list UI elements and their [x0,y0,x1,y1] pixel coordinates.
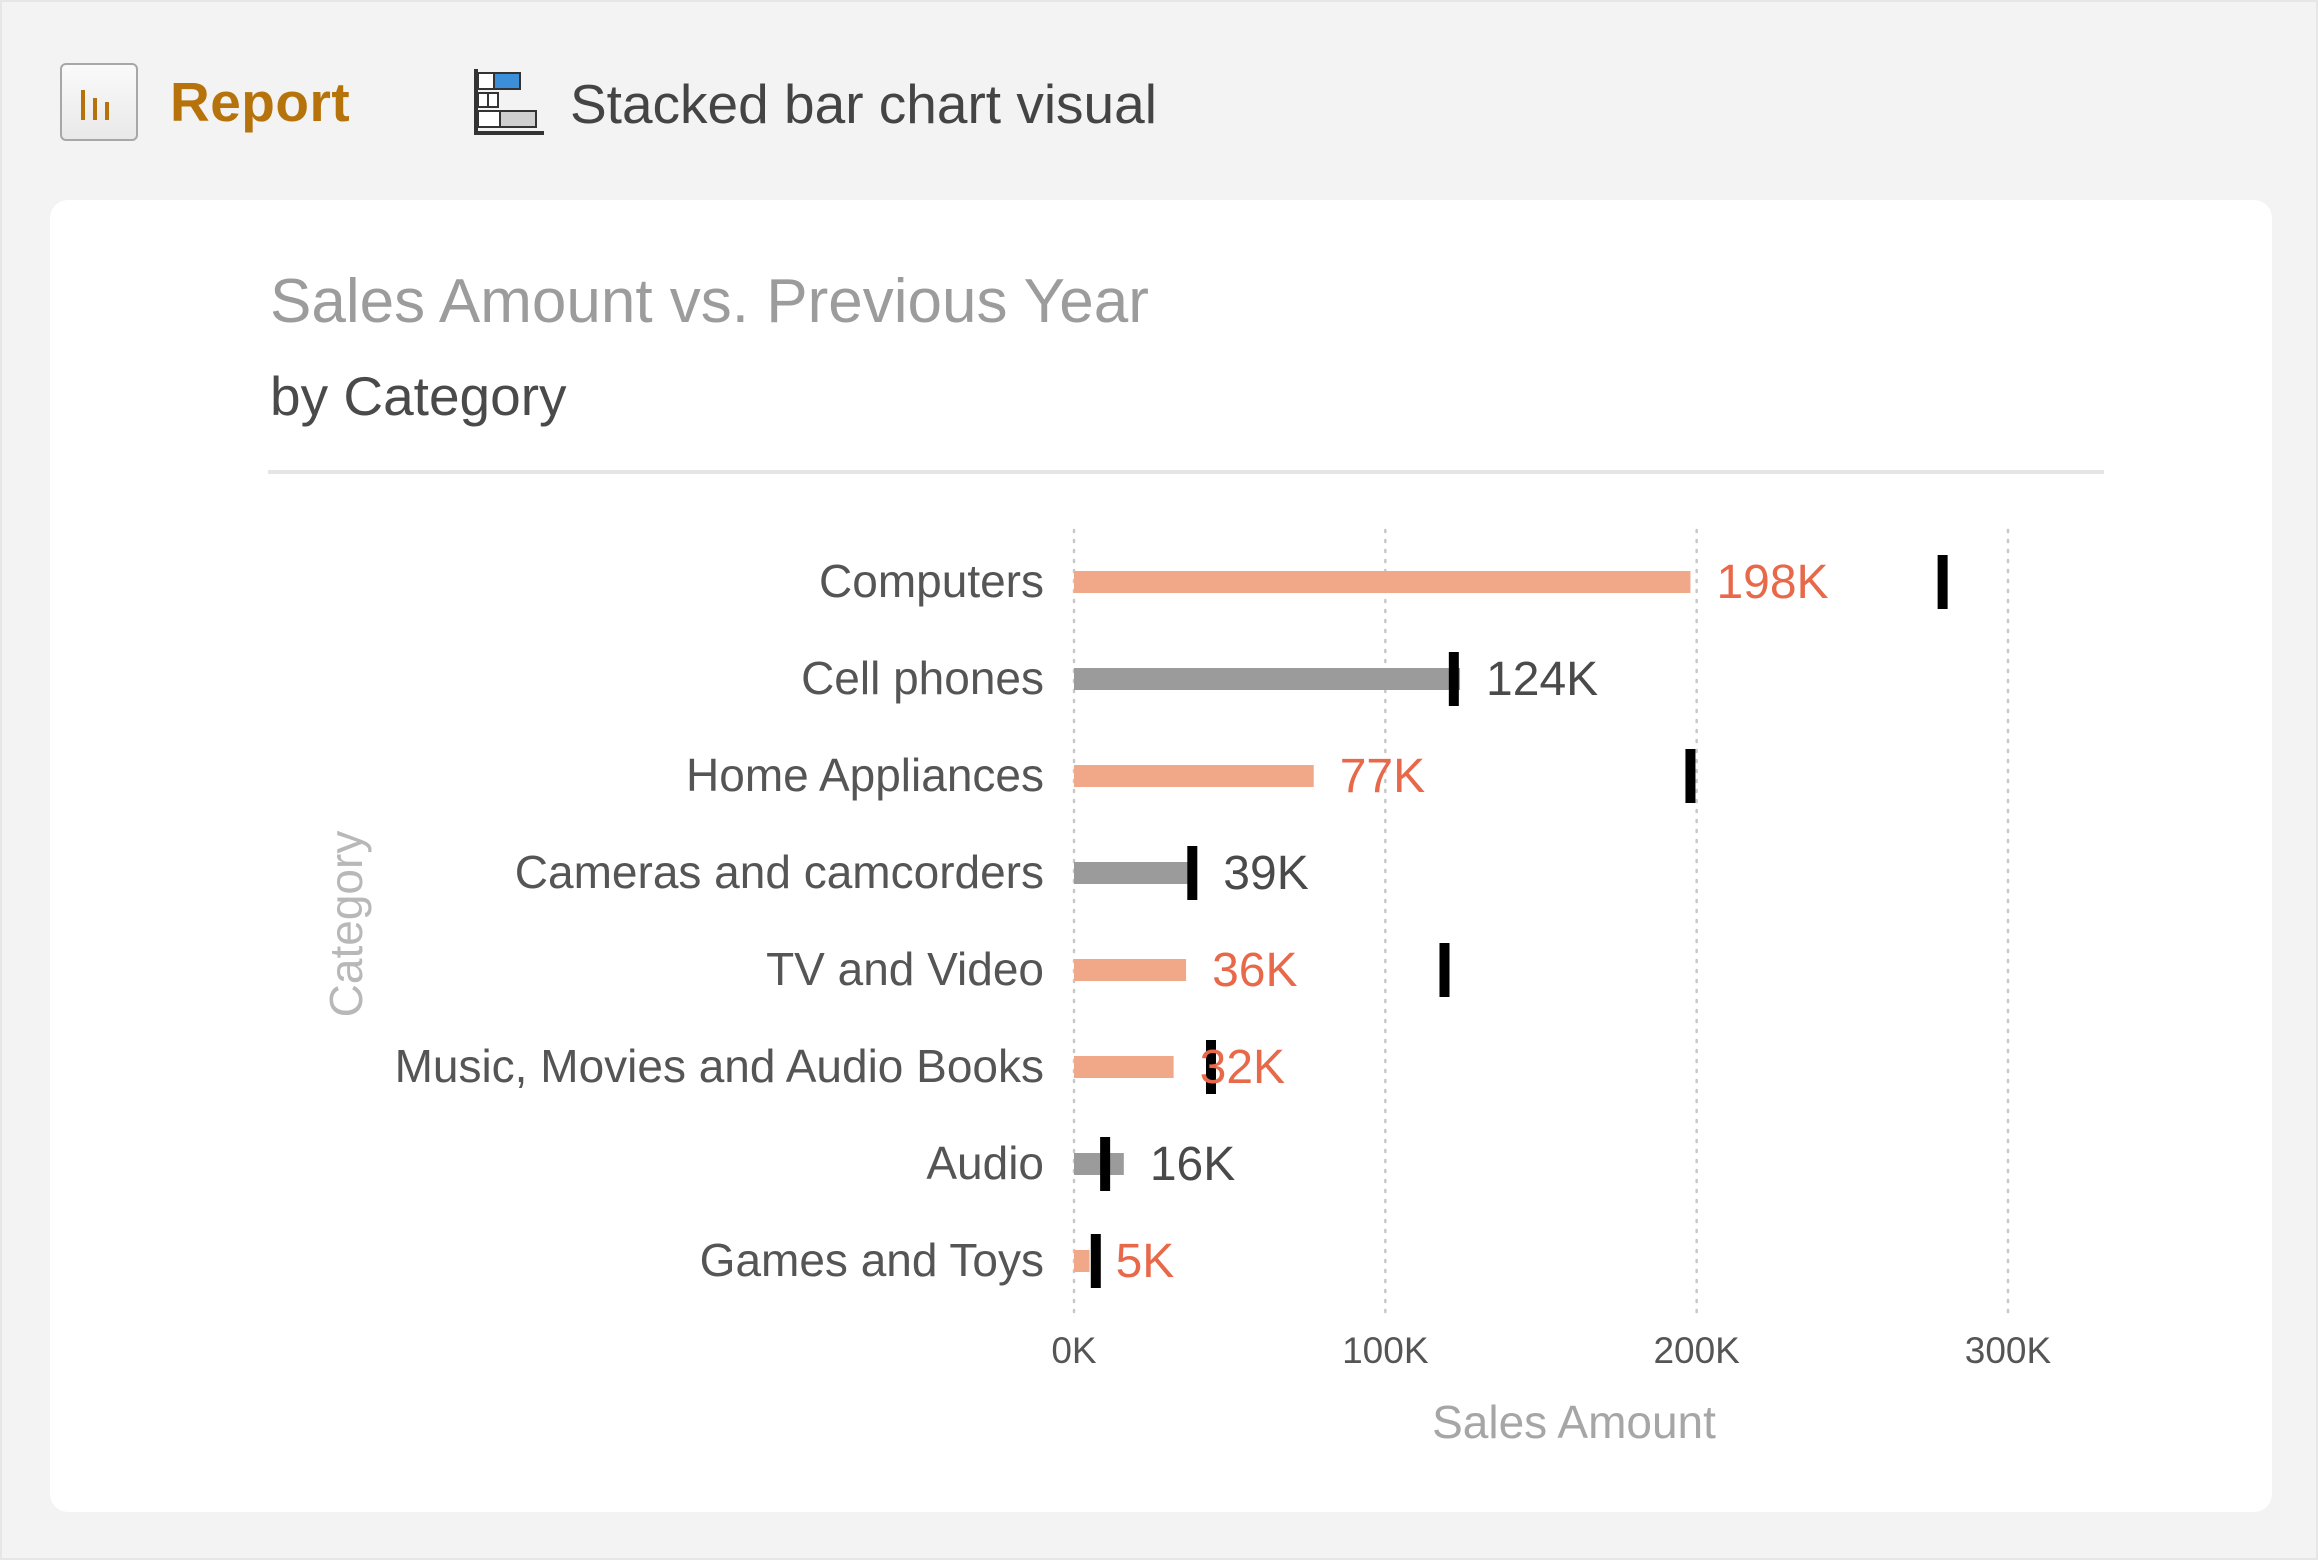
category-label: Audio [926,1137,1044,1189]
x-tick-label: 200K [1653,1330,1740,1371]
chart-title: Sales Amount vs. Previous Year [270,267,1149,336]
previous-year-marker [1100,1137,1111,1191]
bar [1074,1250,1090,1272]
bar-chart-icon [60,63,138,141]
category-label: Computers [819,555,1044,607]
data-label: 16K [1150,1138,1235,1191]
stacked-bar-chart-icon [472,67,546,142]
category-label: Games and Toys [700,1234,1044,1286]
chart-subtitle: by Category [270,365,567,427]
visual-tab-label: Stacked bar chart visual [570,73,1157,135]
data-label: 124K [1486,653,1598,706]
chart-card: Sales Amount vs. Previous Year by Catego… [50,200,2272,1512]
bar [1074,1056,1174,1078]
report-tab[interactable]: Report [60,60,350,144]
previous-year-marker [1090,1234,1101,1288]
x-axis-label: Sales Amount [1432,1396,1716,1448]
bar [1074,765,1314,787]
data-label: 77K [1340,750,1425,803]
y-axis-label: Category [320,831,372,1018]
bar [1074,1153,1124,1175]
category-label: Cell phones [801,652,1044,704]
previous-year-marker [1439,943,1450,997]
previous-year-marker [1205,1040,1216,1094]
bar-layer [1074,571,1691,1272]
marker-layer [1090,555,1948,1288]
data-label: 36K [1212,944,1297,997]
bar [1074,959,1187,981]
category-label: TV and Video [766,943,1044,995]
visual-tab[interactable]: Stacked bar chart visual [472,64,1157,144]
report-tab-label: Report [170,71,351,133]
axis-layer: 0K 100K 200K 300K Sales Amount Category [320,831,2052,1448]
x-tick-label: 0K [1051,1330,1097,1371]
label-layer: Computers 198K Cell phones 124K Home Applian… [395,555,1829,1288]
data-label: 32K [1200,1041,1285,1094]
title-divider [268,470,2104,474]
bar [1074,571,1691,593]
bar [1074,668,1461,690]
x-tick-label: 100K [1342,1330,1429,1371]
data-label: 39K [1223,847,1308,900]
data-label: 198K [1716,556,1828,609]
previous-year-marker [1937,555,1948,609]
category-label: Home Appliances [686,749,1044,801]
previous-year-marker [1187,846,1198,900]
stacked-bar-chart: Computers 198K Cell phones 124K Home Applian… [320,528,2052,1448]
bar [1074,862,1196,884]
data-label: 5K [1116,1235,1175,1288]
top-bar: Report Stacked bar chart visual [2,2,2316,192]
category-label: Music, Movies and Audio Books [395,1040,1044,1092]
previous-year-marker [1685,749,1696,803]
x-tick-label: 300K [1965,1330,2052,1371]
grid-layer [1072,528,2010,1320]
category-label: Cameras and camcorders [515,846,1044,898]
previous-year-marker [1448,652,1459,706]
